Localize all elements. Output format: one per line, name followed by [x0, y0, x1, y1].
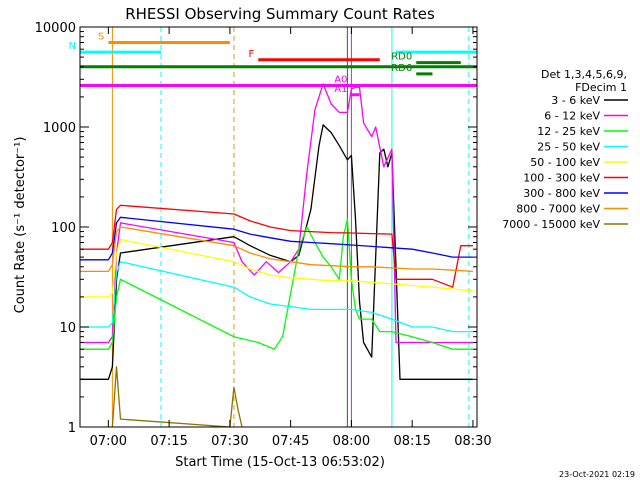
state-bar-label: RD0 — [391, 52, 412, 63]
y-tick-label: 100 — [51, 221, 76, 236]
series-line — [80, 216, 473, 261]
x-tick-label: 07:45 — [272, 434, 309, 449]
legend-label: 12 - 25 keV — [537, 125, 600, 138]
axes: 07:00 07:15 07:30 07:45 08:00 08:15 08:30 1 10 10… — [35, 21, 492, 449]
state-bar-label: A0 — [334, 75, 347, 86]
state-bar-label: S — [98, 31, 104, 42]
legend-label: 800 - 7000 keV — [516, 203, 600, 216]
x-tick-label: 08:30 — [454, 434, 491, 449]
x-tick-label: 07:15 — [150, 434, 187, 449]
legend-label: 50 - 100 keV — [530, 156, 600, 169]
series-line — [80, 83, 473, 344]
y-tick-label: 10 — [59, 321, 76, 336]
x-tick-label: 08:15 — [393, 434, 430, 449]
series-line — [80, 218, 473, 350]
legend-header: Det 1,3,4,5,6,9, — [541, 68, 627, 81]
y-tick-label: 10000 — [35, 21, 76, 36]
series-line — [80, 204, 473, 288]
state-bar-label: F — [248, 49, 254, 60]
legend-label: 7000 - 15000 keV — [502, 218, 600, 231]
legend-header: FDecim 1 — [575, 81, 627, 94]
series-line — [80, 226, 473, 273]
x-tick-label: 07:00 — [90, 434, 127, 449]
state-bar-label: A1 — [334, 84, 347, 95]
legend-label: 6 - 12 keV — [544, 110, 600, 123]
chart-title: RHESSI Observing Summary Count Rates — [125, 5, 435, 23]
legend-label: 25 - 50 keV — [537, 141, 600, 154]
x-tick-label: 08:00 — [333, 434, 370, 449]
timestamp-label: 23-Oct-2021 02:19 — [559, 470, 635, 479]
y-axis-label: Count Rate (s⁻¹ detector⁻¹) — [13, 137, 28, 314]
state-bar-label: RD6 — [391, 63, 412, 74]
x-axis-label: Start Time (15-Oct-13 06:53:02) — [175, 455, 385, 470]
y-tick-label: 1 — [68, 421, 76, 436]
x-tick-label: 07:30 — [211, 434, 248, 449]
legend-label: 100 - 300 keV — [523, 172, 600, 185]
legend-label: 300 - 800 keV — [523, 187, 600, 200]
series-line — [80, 261, 473, 333]
series-line — [80, 238, 473, 298]
series-line — [80, 124, 473, 380]
y-tick-label: 1000 — [43, 121, 76, 136]
legend-label: 3 - 6 keV — [551, 94, 600, 107]
legend: Det 1,3,4,5,6,9,FDecim 13 - 6 keV 6 - 12 … — [502, 68, 628, 231]
state-bar-label: N — [69, 41, 76, 52]
